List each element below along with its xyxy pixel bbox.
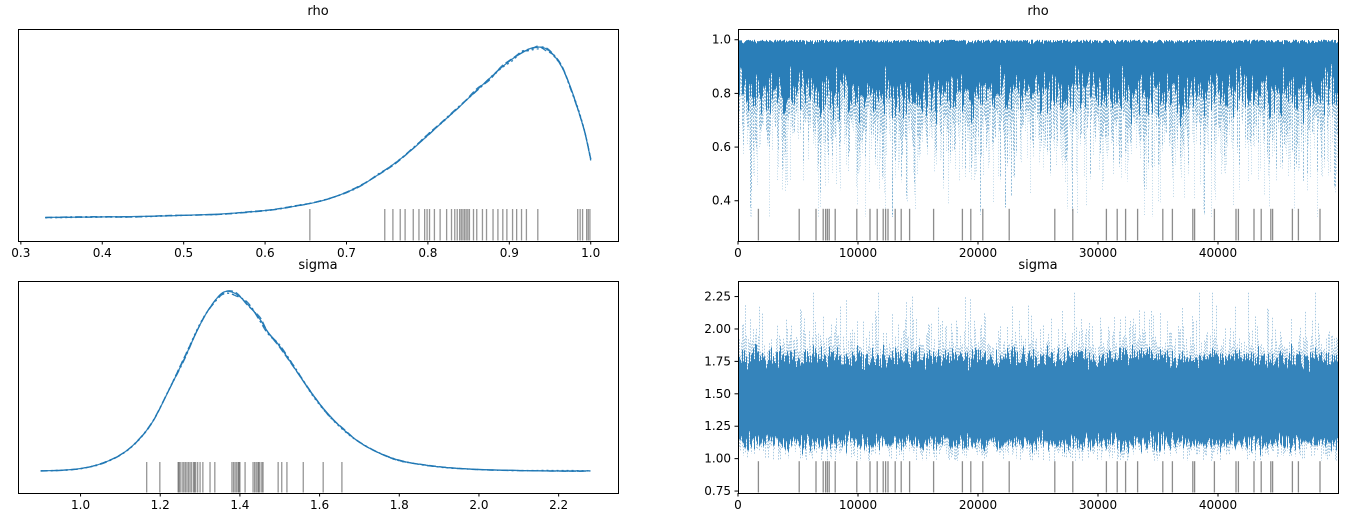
axes-spine (738, 281, 1339, 494)
x-tick-label: 1.0 (71, 498, 90, 512)
kde-chain-curve (40, 292, 591, 472)
y-tick-label: 0.8 (712, 86, 731, 100)
y-tick-label: 1.75 (704, 354, 731, 368)
panel-title-rho-trace: rho (1027, 4, 1049, 19)
kde-chain-curve (40, 290, 591, 472)
x-tick-label: 1.0 (581, 246, 600, 260)
axes-spine (738, 29, 1339, 242)
panel-title-sigma-kde: sigma (298, 258, 338, 273)
kde-chain-curve (40, 292, 591, 472)
panel-title-sigma-trace: sigma (1018, 258, 1058, 273)
y-tick-label: 0.6 (712, 140, 731, 154)
y-tick-label: 1.0 (712, 33, 731, 47)
y-tick-label: 0.4 (712, 194, 731, 208)
panel-title-rho-kde: rho (307, 4, 329, 19)
kde-chain-curve (45, 46, 592, 219)
x-tick-label: 0.3 (11, 246, 30, 260)
y-tick-label: 2.00 (704, 322, 731, 336)
y-tick-label: 1.00 (704, 452, 731, 466)
y-tick-label: 2.25 (704, 290, 731, 304)
x-tick-label: 20000 (959, 498, 997, 512)
x-tick-label: 0.9 (500, 246, 519, 260)
y-tick-label: 0.75 (704, 484, 731, 498)
kde-chain-curve (45, 45, 592, 219)
x-tick-label: 1.8 (390, 498, 409, 512)
x-tick-label: 0 (734, 246, 742, 260)
x-tick-label: 30000 (1079, 246, 1117, 260)
y-tick-label: 1.50 (704, 387, 731, 401)
x-tick-label: 10000 (839, 246, 877, 260)
x-tick-label: 0.8 (418, 246, 437, 260)
x-tick-label: 10000 (839, 498, 877, 512)
x-tick-label: 2.0 (469, 498, 488, 512)
x-tick-label: 40000 (1199, 246, 1237, 260)
x-tick-label: 2.2 (549, 498, 568, 512)
x-tick-label: 0.7 (337, 246, 356, 260)
x-tick-label: 30000 (1079, 498, 1117, 512)
x-tick-label: 20000 (959, 246, 997, 260)
y-tick-label: 1.25 (704, 419, 731, 433)
x-tick-label: 1.4 (230, 498, 249, 512)
axes-spine (18, 29, 619, 242)
kde-chain-curve (40, 290, 591, 472)
x-tick-label: 1.2 (151, 498, 170, 512)
x-tick-label: 0 (734, 498, 742, 512)
x-tick-label: 1.6 (310, 498, 329, 512)
axes-spine (18, 281, 619, 494)
x-tick-label: 40000 (1199, 498, 1237, 512)
kde-chain-curve (45, 47, 592, 219)
x-tick-label: 0.4 (93, 246, 112, 260)
x-tick-label: 0.6 (256, 246, 275, 260)
kde-chain-curve (45, 46, 592, 219)
x-tick-label: 0.5 (174, 246, 193, 260)
